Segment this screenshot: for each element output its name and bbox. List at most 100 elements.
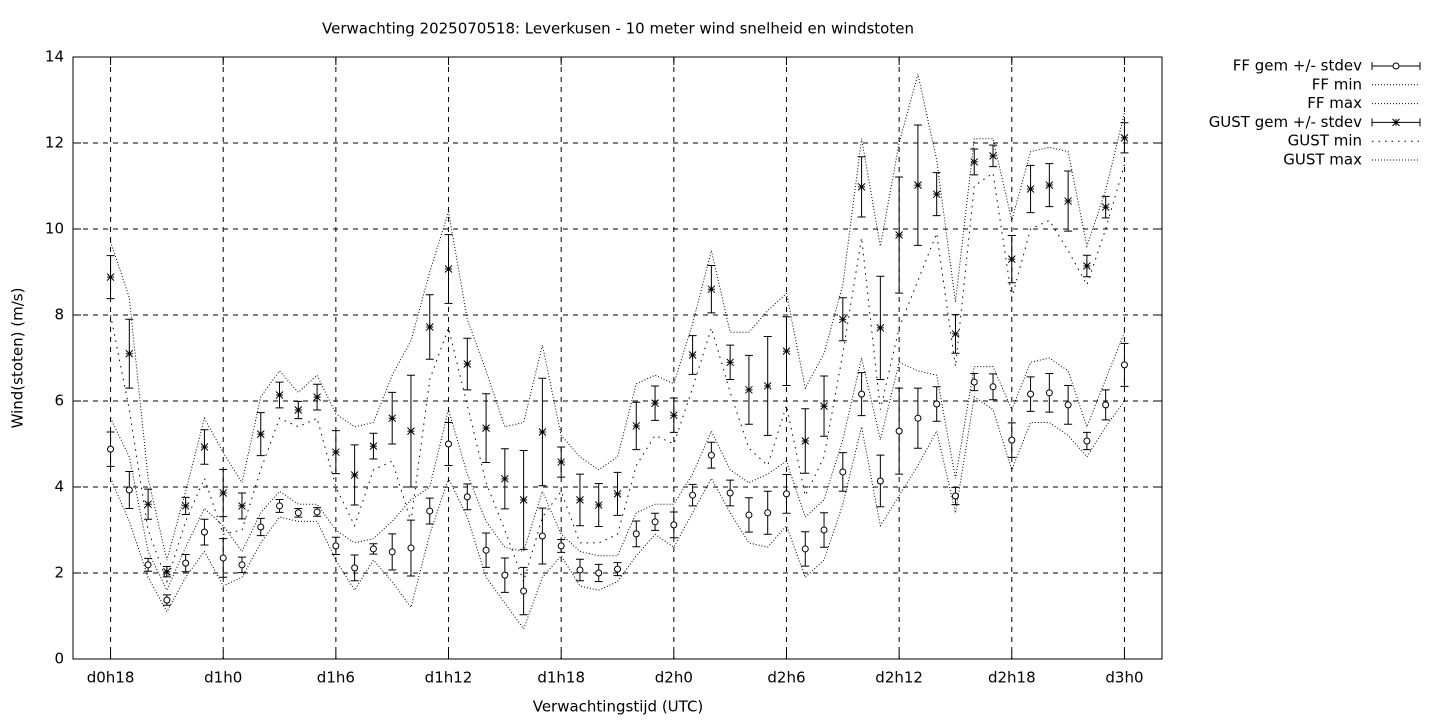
- point-marker: [1026, 185, 1035, 193]
- point-marker: [989, 152, 997, 160]
- point-marker: [651, 518, 659, 526]
- point-marker: [519, 496, 528, 504]
- legend-label: FF min: [1312, 75, 1362, 93]
- point-marker: [557, 458, 566, 466]
- point-marker: [1007, 255, 1016, 263]
- plot-frame: [72, 56, 1163, 660]
- point-marker: [294, 509, 302, 517]
- point-marker: [369, 442, 378, 451]
- legend-label: GUST min: [1288, 132, 1362, 150]
- point-marker: [463, 360, 472, 368]
- point-marker: [1008, 436, 1016, 444]
- y-tick-label: 12: [45, 134, 64, 152]
- point-marker: [388, 548, 396, 556]
- point-marker: [801, 437, 810, 445]
- point-marker: [688, 351, 697, 359]
- series-line: [110, 332, 1125, 592]
- point-marker: [238, 502, 246, 510]
- point-marker: [500, 474, 509, 483]
- point-marker: [895, 231, 903, 239]
- y-axis-label: Wind(stoten) (m/s): [9, 288, 27, 429]
- point-marker: [425, 323, 434, 331]
- point-marker: [970, 158, 979, 166]
- point-marker: [445, 440, 453, 448]
- legend-label: FF gem +/- stdev: [1233, 57, 1362, 75]
- x-tick-label: d2h12: [875, 669, 923, 687]
- point-marker: [238, 561, 246, 569]
- point-marker: [632, 422, 641, 430]
- point-marker: [576, 496, 584, 504]
- legend-label: GUST max: [1283, 151, 1362, 169]
- point-marker: [1083, 262, 1091, 270]
- point-marker: [914, 181, 922, 189]
- point-marker: [839, 468, 847, 476]
- point-marker: [144, 500, 152, 509]
- point-marker: [594, 501, 603, 509]
- point-marker: [275, 391, 284, 399]
- point-marker: [407, 427, 415, 435]
- point-marker: [595, 569, 603, 577]
- legend-marker: [1392, 62, 1400, 70]
- point-marker: [294, 406, 303, 414]
- point-marker: [125, 486, 133, 494]
- point-marker: [444, 265, 453, 273]
- point-marker: [106, 273, 115, 282]
- point-marker: [801, 545, 809, 553]
- point-marker: [332, 542, 340, 550]
- point-marker: [538, 532, 546, 540]
- point-marker: [1064, 401, 1072, 409]
- legend-label: GUST gem +/- stdev: [1209, 113, 1362, 131]
- point-marker: [144, 561, 152, 569]
- point-marker: [182, 559, 190, 567]
- x-tick-label: d1h6: [317, 669, 355, 687]
- point-marker: [257, 523, 265, 531]
- point-marker: [895, 427, 903, 435]
- point-marker: [463, 493, 471, 501]
- point-marker: [726, 358, 735, 367]
- point-marker: [369, 545, 377, 553]
- point-marker: [107, 445, 115, 453]
- point-marker: [782, 490, 790, 498]
- point-marker: [651, 399, 659, 408]
- point-marker: [951, 492, 959, 500]
- point-marker: [820, 526, 828, 534]
- point-marker: [350, 471, 359, 479]
- point-marker: [219, 489, 228, 497]
- point-marker: [163, 596, 171, 604]
- x-tick-label: d2h18: [988, 669, 1036, 687]
- point-marker: [181, 502, 190, 510]
- point-marker: [970, 378, 978, 386]
- point-marker: [557, 542, 565, 550]
- point-marker: [313, 393, 321, 401]
- x-tick-label: d1h0: [204, 669, 242, 687]
- point-marker: [520, 587, 528, 595]
- y-tick-label: 0: [54, 650, 64, 668]
- point-marker: [219, 554, 227, 562]
- y-tick-label: 10: [45, 220, 64, 238]
- x-tick-label: d3h0: [1105, 669, 1143, 687]
- point-marker: [1064, 197, 1072, 205]
- point-marker: [914, 414, 922, 422]
- point-marker: [745, 385, 753, 394]
- point-marker: [932, 190, 941, 199]
- x-tick-label: d2h6: [767, 669, 805, 687]
- point-marker: [632, 530, 640, 538]
- point-marker: [614, 565, 621, 573]
- point-marker: [726, 489, 734, 497]
- point-marker: [538, 428, 547, 436]
- y-tick-label: 2: [54, 564, 64, 582]
- x-tick-label: d1h18: [537, 669, 585, 687]
- y-tick-label: 6: [54, 392, 64, 410]
- point-marker: [820, 402, 828, 411]
- point-marker: [858, 390, 866, 398]
- point-marker: [1101, 203, 1110, 211]
- point-marker: [125, 349, 134, 358]
- point-marker: [388, 414, 397, 423]
- point-marker: [782, 347, 791, 355]
- y-tick-label: 14: [45, 48, 64, 66]
- point-marker: [482, 424, 490, 432]
- point-marker: [1045, 389, 1053, 397]
- point-marker: [876, 324, 885, 332]
